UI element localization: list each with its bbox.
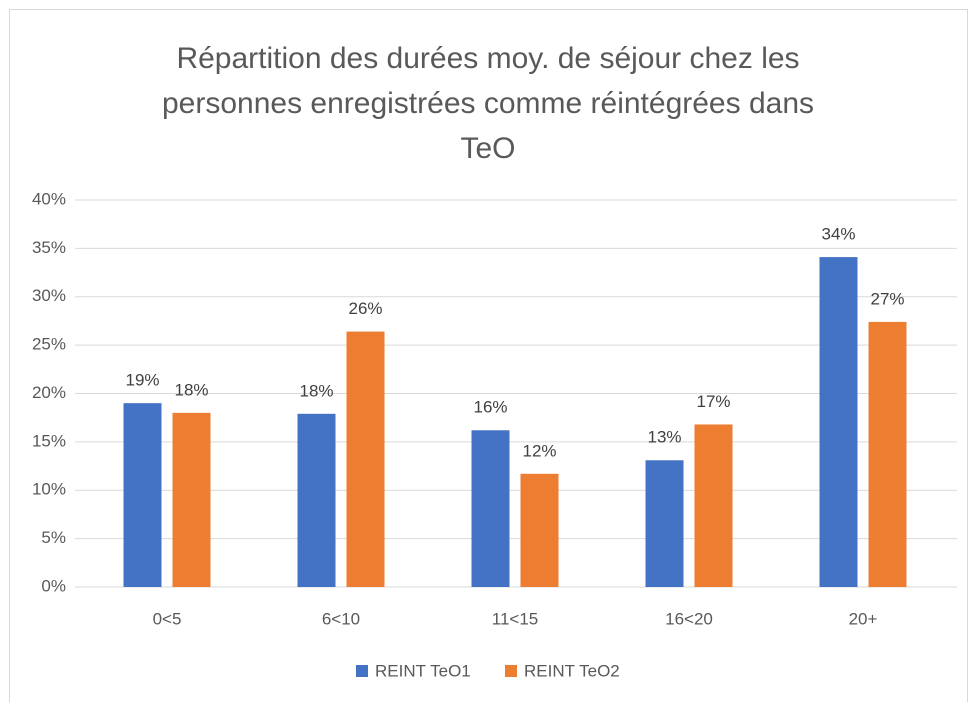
x-tick-label: 16<20 [665,609,713,628]
data-label: 16% [473,398,507,417]
legend-label: REINT TeO2 [524,661,620,680]
y-tick-label: 35% [32,238,66,257]
y-tick-label: 15% [32,431,66,450]
data-label: 18% [174,380,208,399]
y-tick-label: 5% [41,528,66,547]
data-label: 26% [348,299,382,318]
chart-title: personnes enregistrées comme réintégrées… [162,87,814,120]
data-label: 17% [696,392,730,411]
x-tick-label: 6<10 [322,609,360,628]
bar [123,403,162,587]
bar [297,413,336,587]
data-label: 13% [647,428,681,447]
bar [868,321,907,587]
data-label: 27% [870,289,904,308]
data-label: 34% [821,225,855,244]
data-label: 12% [522,441,556,460]
data-label: 18% [299,381,333,400]
bar [471,430,510,587]
legend-label: REINT TeO1 [375,661,471,680]
x-tick-label: 20+ [849,609,878,628]
bar [346,331,385,587]
y-tick-label: 0% [41,576,66,595]
bar [520,473,559,587]
legend-swatch [356,665,368,677]
data-label: 19% [125,371,159,390]
legend-swatch [505,665,517,677]
chart-title: TeO [460,132,515,165]
y-tick-label: 40% [32,189,66,208]
y-tick-label: 25% [32,335,66,354]
y-tick-label: 10% [32,480,66,499]
chart-title: Répartition des durées moy. de séjour ch… [176,42,799,75]
bar [819,257,858,587]
x-tick-label: 0<5 [153,609,182,628]
x-tick-label: 11<15 [492,609,538,628]
y-tick-label: 30% [32,286,66,305]
bar [172,412,211,587]
bar [645,460,684,587]
bar [694,424,733,587]
y-tick-label: 20% [32,383,66,402]
